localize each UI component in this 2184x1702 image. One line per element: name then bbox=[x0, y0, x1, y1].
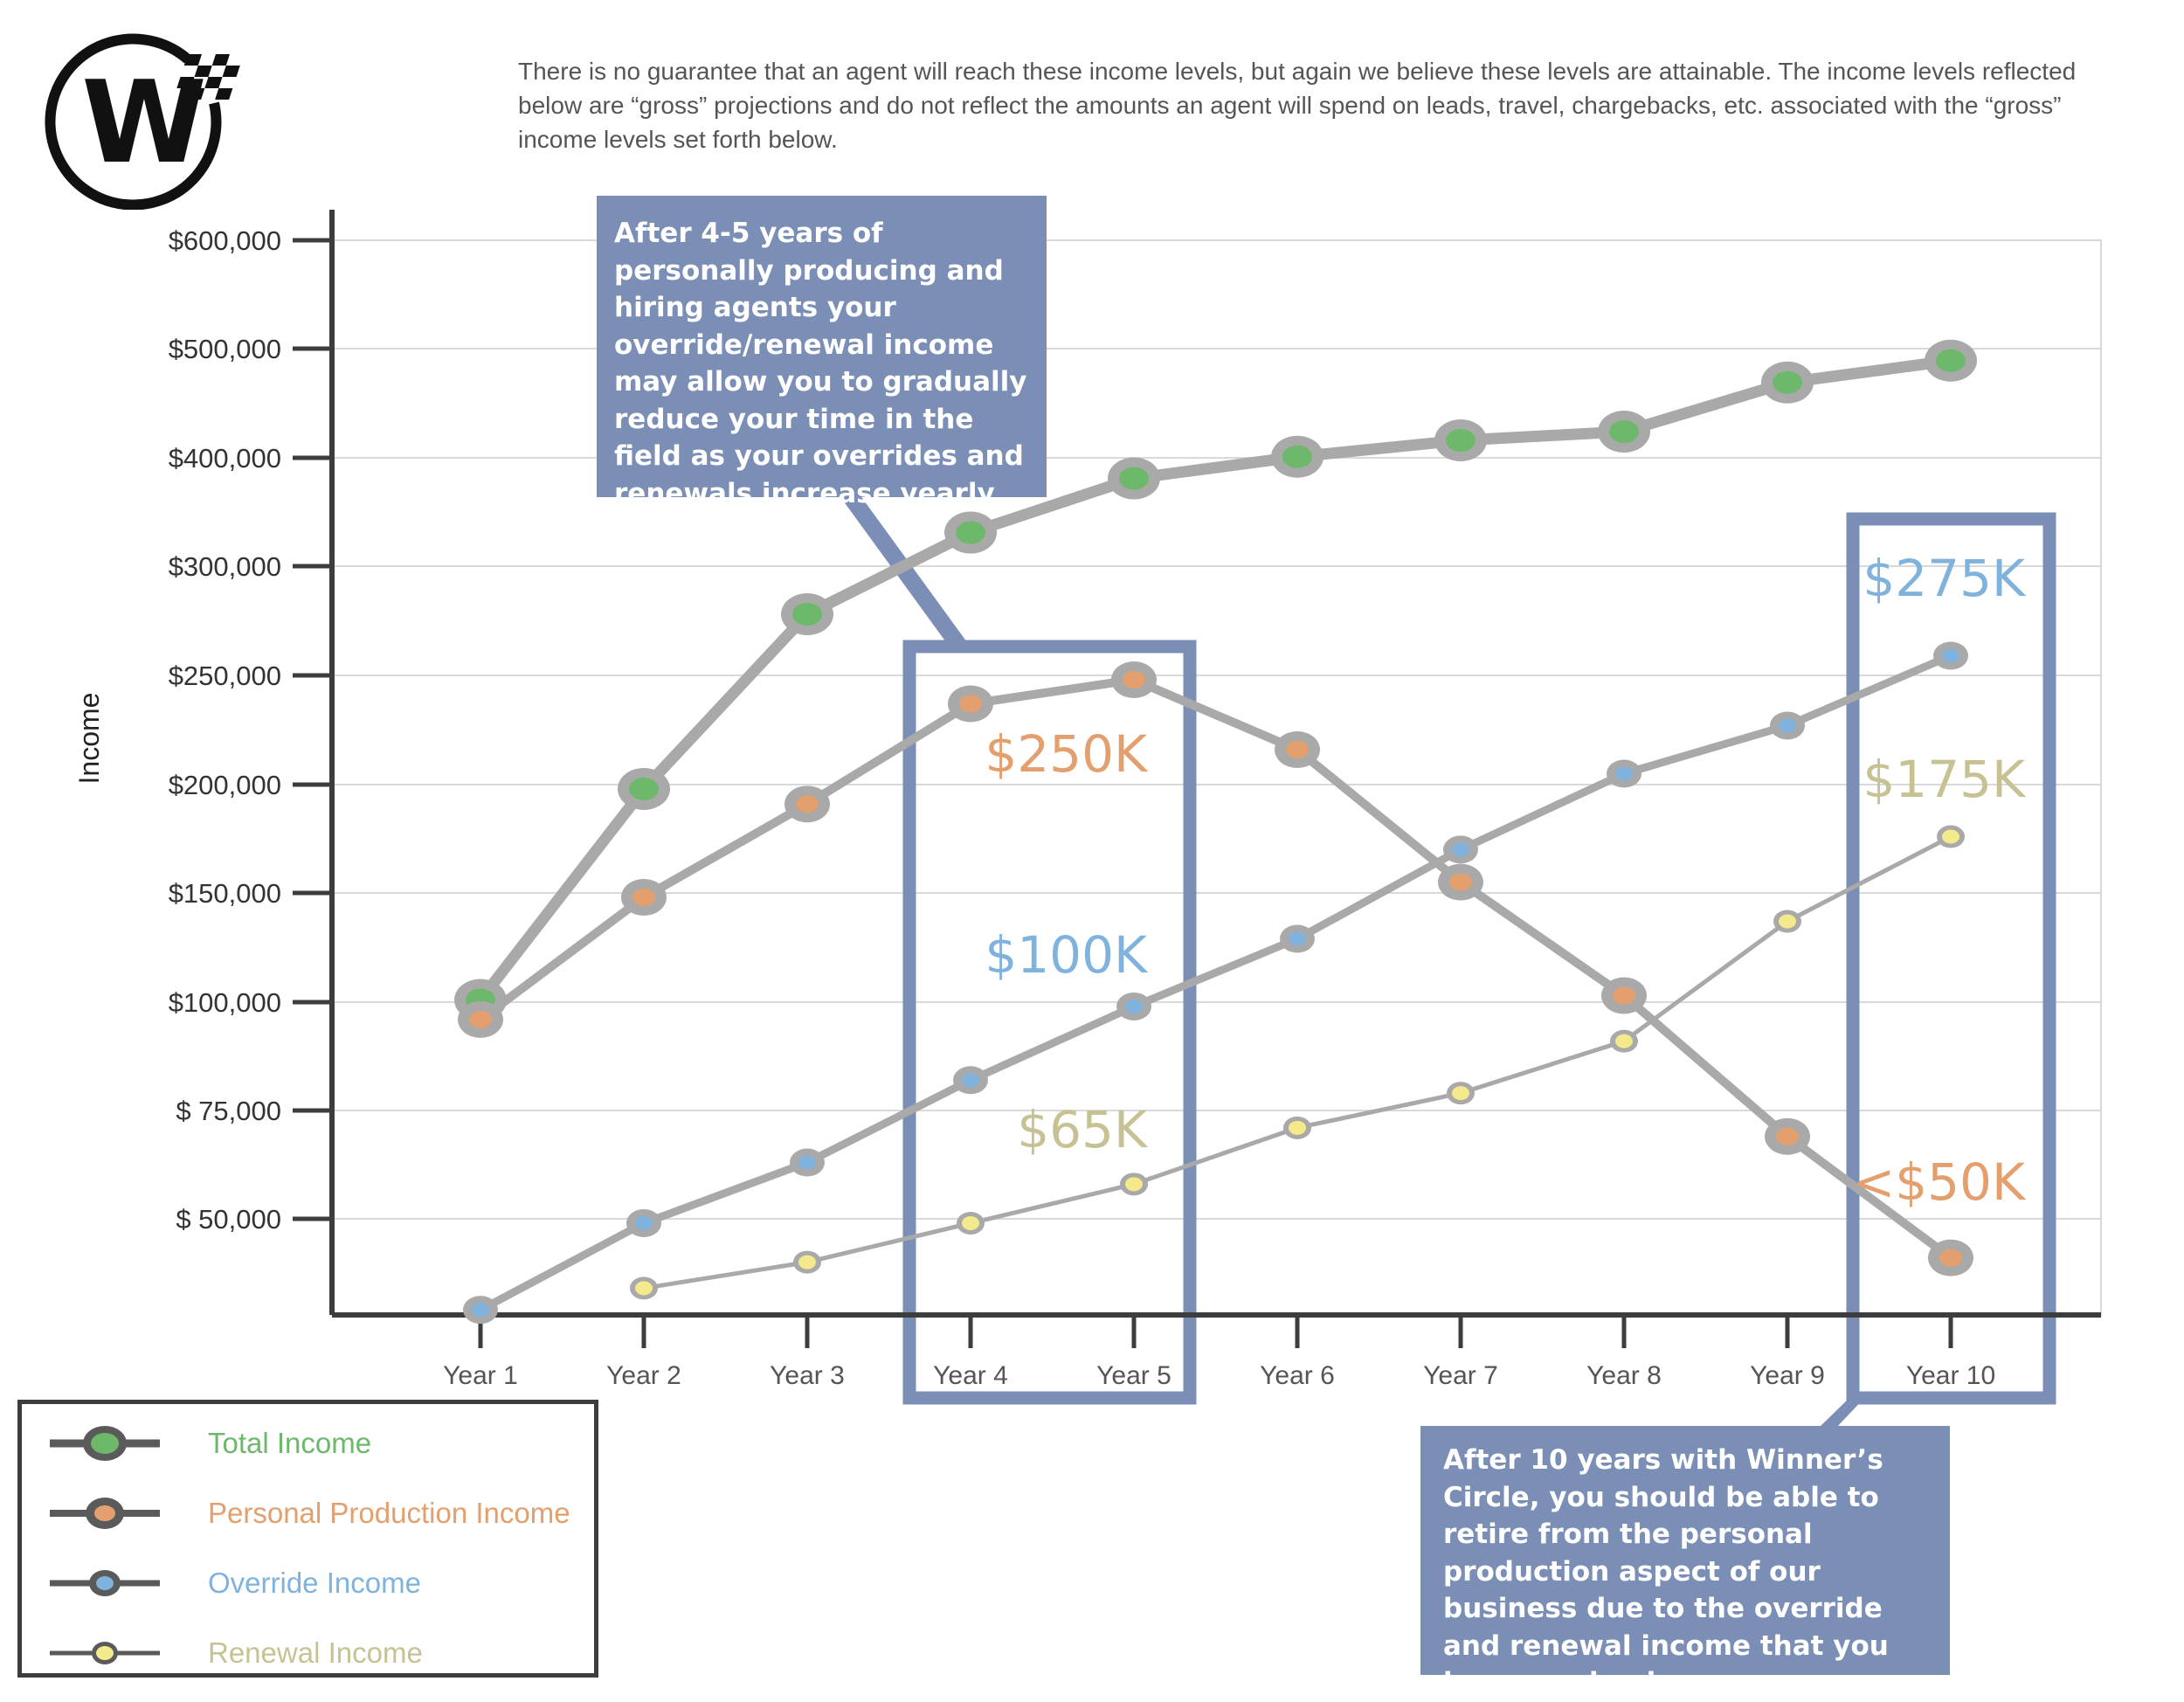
x-tick-label: Year 4 bbox=[933, 1361, 1008, 1390]
point-total bbox=[944, 511, 997, 554]
y-tick-label: $250,000 bbox=[169, 661, 281, 691]
annotation-100k: $100K bbox=[985, 925, 1149, 985]
y-tick-label: $ 75,000 bbox=[176, 1096, 281, 1126]
point-override bbox=[1933, 641, 1968, 670]
point-renewal bbox=[630, 1276, 658, 1300]
point-total bbox=[618, 767, 670, 810]
point-total bbox=[1598, 411, 1650, 453]
series-line-override bbox=[478, 652, 1952, 1314]
legend-label-personal: Personal Production Income bbox=[208, 1497, 570, 1529]
legend-item-total: Total Income bbox=[22, 1422, 594, 1465]
x-tick-label: Year 7 bbox=[1423, 1361, 1498, 1390]
point-override bbox=[1443, 835, 1478, 864]
legend-swatch-total bbox=[50, 1426, 160, 1461]
point-personal bbox=[458, 1000, 503, 1038]
x-tick-label: Year 8 bbox=[1586, 1361, 1662, 1390]
x-tick-label: Year 2 bbox=[606, 1361, 681, 1390]
point-renewal bbox=[1937, 825, 1965, 848]
point-override bbox=[1770, 711, 1805, 740]
annotation-under-50k: <$50K bbox=[1853, 1152, 2027, 1212]
checkered-flag-icon bbox=[176, 54, 240, 100]
series-line-personal bbox=[478, 675, 1953, 1262]
x-tick-label: Year 5 bbox=[1096, 1361, 1171, 1390]
highlight-box-year10 bbox=[1846, 512, 2056, 1405]
point-total bbox=[1108, 457, 1160, 500]
x-tick-label: Year 9 bbox=[1750, 1361, 1825, 1390]
point-override bbox=[953, 1066, 988, 1095]
x-tick-label: Year 6 bbox=[1260, 1361, 1335, 1390]
highlight-box-year4-5 bbox=[902, 640, 1197, 1405]
callout-bottom: After 10 years with Winner’s Circle, you… bbox=[1420, 1426, 1950, 1699]
point-personal bbox=[621, 879, 667, 916]
legend-label-renewal: Renewal Income bbox=[208, 1636, 423, 1669]
callout-top: After 4-5 years of personally producing … bbox=[597, 196, 1047, 509]
point-personal bbox=[1438, 863, 1483, 901]
point-personal bbox=[1928, 1239, 1973, 1276]
point-override bbox=[1607, 759, 1641, 788]
point-override bbox=[790, 1148, 825, 1177]
point-renewal bbox=[1120, 1173, 1148, 1196]
point-personal bbox=[1275, 731, 1320, 768]
y-tick-label: $ 50,000 bbox=[176, 1204, 281, 1235]
point-personal bbox=[1765, 1117, 1810, 1155]
y-tick-label: $150,000 bbox=[169, 878, 281, 909]
y-tick-label: $500,000 bbox=[169, 334, 281, 364]
point-override bbox=[1116, 992, 1151, 1021]
legend-swatch-renewal bbox=[50, 1642, 160, 1664]
legend-item-renewal: Renewal Income bbox=[22, 1631, 594, 1675]
point-total bbox=[781, 593, 833, 635]
logo-ring bbox=[45, 33, 222, 210]
point-renewal bbox=[1447, 1082, 1475, 1105]
legend-swatch-personal bbox=[50, 1498, 160, 1529]
point-total bbox=[1434, 419, 1487, 461]
point-total bbox=[1271, 435, 1324, 478]
legend-label-override: Override Income bbox=[208, 1567, 421, 1599]
x-tick-label: Year 3 bbox=[770, 1361, 845, 1390]
series bbox=[454, 339, 1977, 1325]
legend-swatch-override bbox=[50, 1570, 160, 1596]
axes: $600,000 $500,000 $400,000 $300,000 $250,000… bbox=[169, 210, 2101, 1390]
point-renewal bbox=[1283, 1116, 1311, 1139]
y-tick-label: $100,000 bbox=[169, 987, 281, 1018]
point-renewal bbox=[1773, 910, 1801, 933]
legend-item-override: Override Income bbox=[22, 1561, 594, 1605]
point-personal bbox=[1601, 977, 1647, 1014]
y-tick-label: $600,000 bbox=[169, 225, 281, 256]
annotation-65k: $65K bbox=[1017, 1100, 1149, 1159]
labels: Income $250K $100K $65K $275K $175K <$50… bbox=[73, 549, 2027, 1212]
annotation-250k: $250K bbox=[985, 724, 1149, 784]
point-renewal bbox=[1610, 1029, 1638, 1053]
point-renewal bbox=[957, 1211, 985, 1235]
point-override bbox=[1280, 924, 1315, 953]
y-tick-label: $200,000 bbox=[169, 770, 281, 800]
annotation-175k: $175K bbox=[1863, 750, 2027, 809]
point-override bbox=[626, 1208, 661, 1237]
x-tick-label: Year 10 bbox=[1906, 1361, 1995, 1390]
x-tick-label: Year 1 bbox=[443, 1361, 518, 1390]
point-personal bbox=[1111, 661, 1157, 698]
point-personal bbox=[784, 785, 830, 823]
point-total bbox=[1761, 361, 1814, 404]
point-personal bbox=[948, 685, 993, 723]
legend: Total Income Personal Production Income … bbox=[17, 1400, 598, 1678]
legend-label-total: Total Income bbox=[208, 1427, 372, 1459]
winners-circle-logo: W bbox=[45, 33, 240, 210]
y-axis-label: Income bbox=[73, 693, 105, 785]
y-tick-label: $300,000 bbox=[169, 551, 281, 582]
annotation-275k: $275K bbox=[1863, 549, 2027, 608]
disclaimer-text: There is no guarantee that an agent will… bbox=[518, 58, 2077, 153]
point-total bbox=[1925, 339, 1977, 382]
point-override bbox=[463, 1296, 498, 1325]
series-line-total bbox=[475, 355, 1952, 1004]
series-line-renewal bbox=[643, 834, 1952, 1290]
legend-item-personal: Personal Production Income bbox=[22, 1491, 594, 1535]
point-renewal bbox=[793, 1250, 821, 1274]
highlight-boxes bbox=[839, 495, 2056, 1428]
y-tick-label: $400,000 bbox=[169, 443, 281, 474]
callout-bottom-pointer bbox=[1819, 1395, 1867, 1428]
